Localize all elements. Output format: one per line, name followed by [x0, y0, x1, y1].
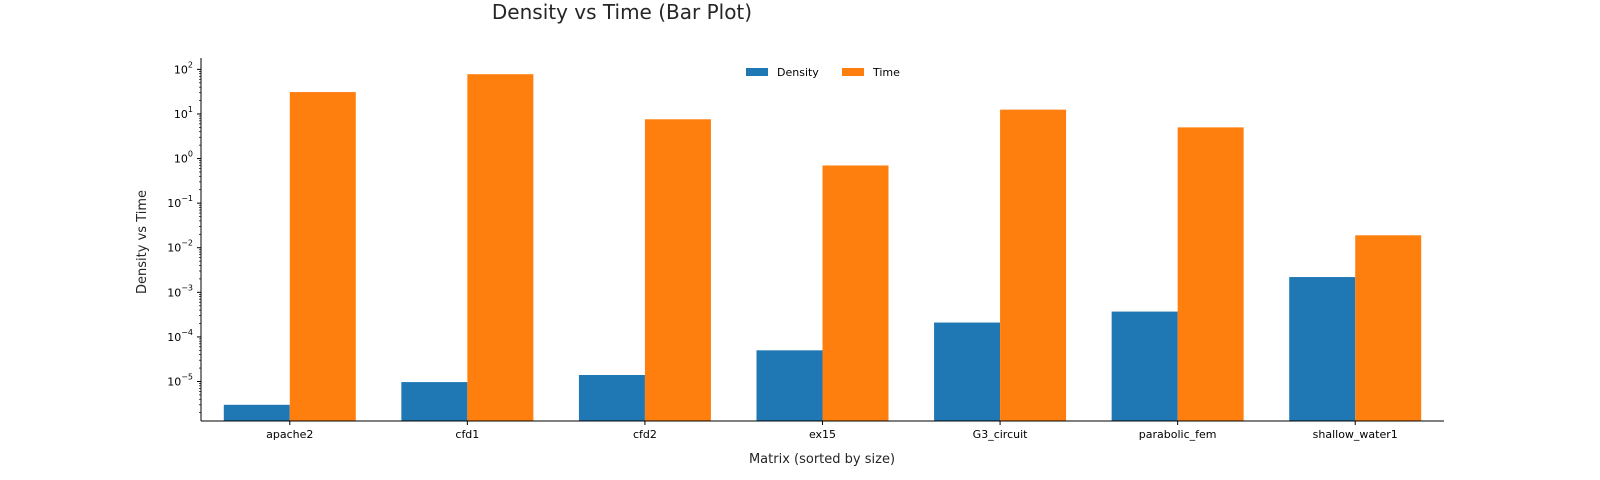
legend-swatch-density	[746, 68, 768, 76]
bar-density-apache2	[223, 404, 290, 421]
bar-density-g3_circuit	[934, 322, 1001, 421]
bar-time-cfd2	[644, 119, 711, 421]
bar-density-cfd1	[401, 382, 468, 421]
legend-label-time: Time	[872, 66, 900, 79]
bar-density-parabolic_fem	[1111, 311, 1178, 421]
x-tick-label: G3_circuit	[973, 428, 1028, 441]
plot-area	[223, 74, 1422, 422]
y-tick-label: 10−1	[167, 194, 193, 210]
bar-density-cfd2	[578, 374, 645, 421]
x-tick-label: cfd1	[455, 428, 479, 441]
y-axis-ticks: 10−5 10−4 10−3 10−2 10−1 100 101 102	[167, 60, 201, 414]
y-tick-label: 102	[174, 60, 193, 76]
bar-time-ex15	[822, 165, 889, 421]
bar-time-shallow_water1	[1355, 235, 1422, 421]
y-axis-label: Density vs Time	[135, 190, 150, 294]
bar-density-shallow_water1	[1289, 277, 1356, 421]
chart-title: Density vs Time (Bar Plot)	[492, 0, 752, 24]
legend: Density Time	[746, 66, 900, 79]
x-tick-label: apache2	[266, 428, 313, 441]
x-tick-label: cfd2	[633, 428, 657, 441]
y-tick-label: 101	[174, 105, 193, 121]
x-tick-label: parabolic_fem	[1139, 428, 1217, 441]
bar-density-ex15	[756, 350, 823, 421]
bar-time-cfd1	[467, 74, 534, 421]
x-axis-ticks: apache2 cfd1 cfd2 ex15 G3_circuit parabolic_f…	[266, 421, 1398, 441]
legend-label-density: Density	[777, 66, 819, 79]
bar-time-g3_circuit	[1000, 109, 1067, 422]
x-axis-label: Matrix (sorted by size)	[749, 452, 895, 467]
x-tick-label: ex15	[809, 428, 836, 441]
y-tick-label: 100	[174, 150, 193, 166]
bar-time-parabolic_fem	[1177, 127, 1244, 421]
x-tick-label: shallow_water1	[1313, 428, 1398, 441]
bar-time-apache2	[289, 92, 356, 421]
legend-swatch-time	[842, 68, 864, 76]
y-tick-label: 10−3	[167, 283, 193, 299]
y-tick-label: 10−2	[167, 239, 193, 255]
y-tick-label: 10−4	[167, 328, 193, 344]
y-tick-label: 10−5	[167, 372, 193, 388]
